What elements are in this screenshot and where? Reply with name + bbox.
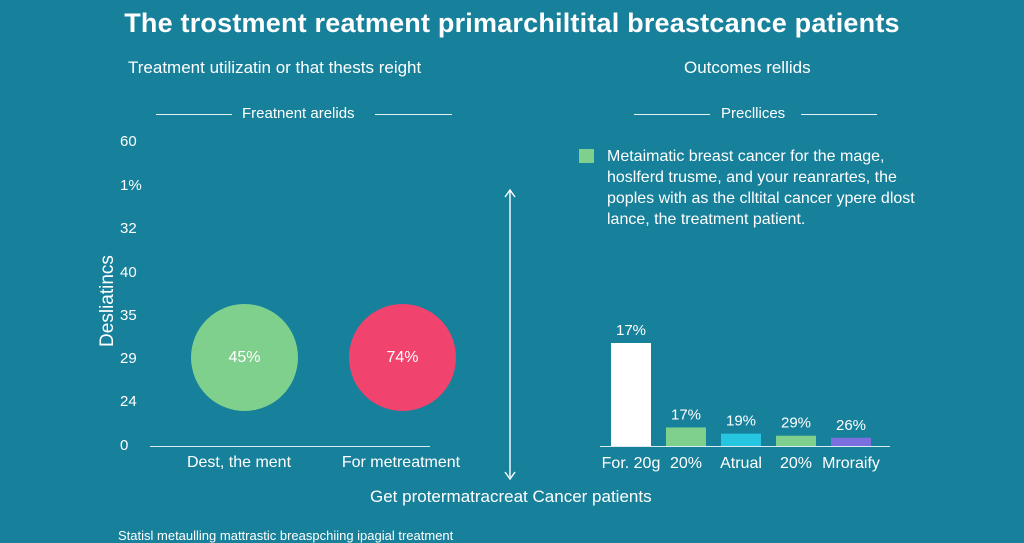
y-tick-label: 24 xyxy=(120,393,137,410)
bar-value-label: 29% xyxy=(781,415,811,432)
right-legend-rule-right xyxy=(801,114,877,115)
right-legend-rule-left xyxy=(634,114,710,115)
bubble-dest-the-ment: 45% xyxy=(191,304,298,411)
y-tick-label: 0 xyxy=(120,437,129,454)
legend-swatch xyxy=(579,149,594,163)
outcomes-bar-chart: 17% For. 20g 17% 20% 19% Atrual 29% 20% 26% Mrora… xyxy=(600,322,890,472)
left-legend-rule-right xyxy=(375,114,452,115)
bottom-caption: Get protermatracreat Cancer patients xyxy=(370,487,652,506)
bar-category-label: 20% xyxy=(780,455,812,472)
bubble-value-label: 74% xyxy=(386,348,419,366)
left-legend-rule-left xyxy=(156,114,232,115)
y-tick-label: 32 xyxy=(120,220,137,237)
bar-category-label: For. 20g xyxy=(602,455,661,472)
bar-value-label: 17% xyxy=(671,406,701,423)
y-tick-label: 29 xyxy=(120,350,137,367)
bar xyxy=(721,433,761,446)
page-title: The trostment reatment primarchiltital b… xyxy=(124,8,900,38)
bar-category-label: Mroraify xyxy=(822,455,880,472)
bar-category-label: Atrual xyxy=(720,455,762,472)
right-legend-label: Precllices xyxy=(721,105,786,122)
x-category-label: For metreatment xyxy=(341,454,461,471)
y-axis-label: Desliatincs xyxy=(97,255,118,347)
bar xyxy=(831,437,871,446)
divider-double-arrow xyxy=(504,188,516,481)
bar-category-label: 20% xyxy=(670,455,702,472)
footnote: Statisl metaulling mattrastic breaspchii… xyxy=(118,528,454,543)
bar xyxy=(611,343,651,446)
bar xyxy=(776,435,816,446)
y-tick-label: 60 xyxy=(120,133,137,150)
y-tick-label: 40 xyxy=(120,264,137,281)
bar-value-label: 19% xyxy=(726,413,756,430)
x-axis-line xyxy=(150,446,430,447)
bar-value-label: 26% xyxy=(836,417,866,434)
left-chart-subtitle: Treatment utilizatin or that thests reig… xyxy=(128,58,422,77)
bubble-value-label: 45% xyxy=(228,348,261,366)
y-tick-label: 35 xyxy=(120,307,137,324)
legend-text: Metaimatic breast cancer for the mage, h… xyxy=(607,148,915,228)
bar xyxy=(666,427,706,446)
left-legend-label: Freatnent arelids xyxy=(242,105,355,122)
x-category-label: Dest, the ment xyxy=(186,454,292,471)
y-tick-label: 1% xyxy=(120,177,142,194)
right-chart-subtitle: Outcomes rellids xyxy=(684,58,811,77)
bubble-for-metreatment: 74% xyxy=(349,304,456,411)
bar-value-label: 17% xyxy=(616,322,646,339)
